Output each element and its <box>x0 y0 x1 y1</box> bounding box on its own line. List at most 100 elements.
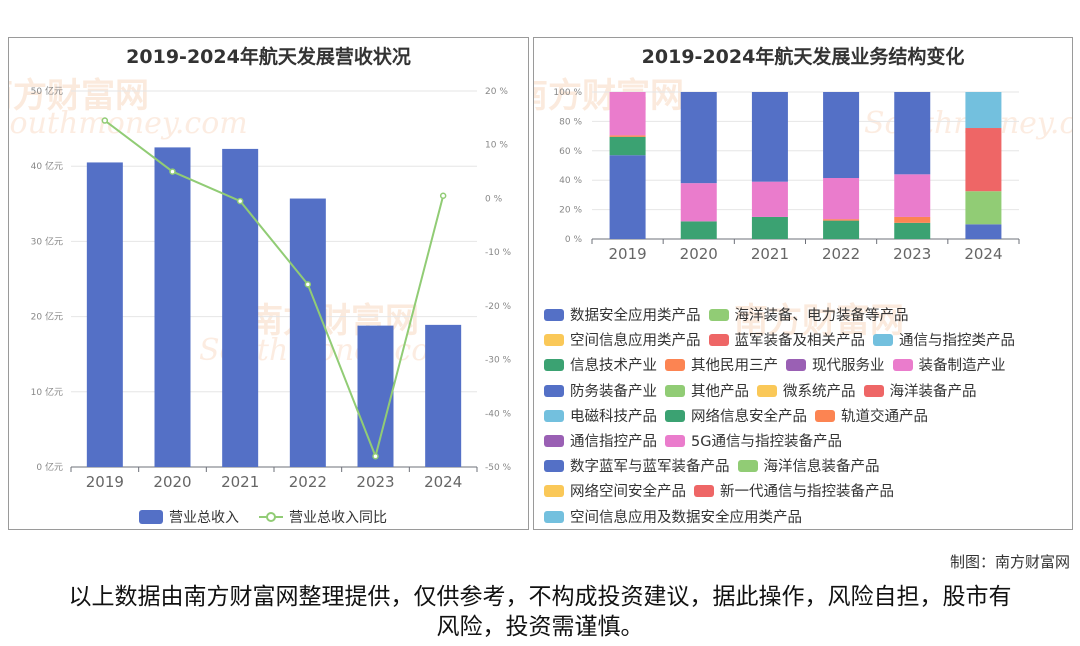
legend-item[interactable]: 海洋装备、电力装备等产品 <box>708 304 909 325</box>
legend-swatch <box>665 409 685 422</box>
legend-label: 装备制造产业 <box>918 358 1006 375</box>
stacked-bar-segment <box>823 220 860 239</box>
stacked-bar-segment <box>751 92 788 182</box>
legend-swatch <box>544 510 564 523</box>
watermark-text: 南方财富网 <box>534 76 684 116</box>
legend-label: 海洋装备产品 <box>889 383 977 400</box>
bar <box>357 325 394 467</box>
y2-tick-label: -50 % <box>485 463 512 473</box>
legend-row: 通信指控产品 5G通信与指控装备产品 <box>544 430 850 451</box>
stacked-bar-segment <box>609 155 646 239</box>
legend-item[interactable]: 其他民用三产 <box>665 354 778 375</box>
business-structure-chart-plot: 0 % 20 % 40 % 60 % 80 % 100 % 2019 2020 2021 2022… <box>553 88 1020 263</box>
stacked-bar-segment <box>680 221 717 239</box>
y-tick-label: 40 亿元 <box>31 160 63 172</box>
y2-tick-label: -10 % <box>485 248 512 258</box>
legend-item[interactable]: 现代服务业 <box>786 354 885 375</box>
x-tick-label: 2022 <box>289 473 327 491</box>
legend-swatch-point <box>266 512 276 522</box>
legend-row: 空间信息应用类产品 蓝军装备及相关产品 通信与指控类产品 <box>544 329 1023 350</box>
x-tick-label: 2020 <box>153 473 191 491</box>
stacked-bar-segment <box>823 92 860 178</box>
legend-item[interactable]: 新一代通信与指控装备产品 <box>694 480 894 501</box>
legend-swatch <box>544 409 564 422</box>
stacked-bar-segment <box>894 92 931 175</box>
y-tick-label: 60 % <box>559 147 582 157</box>
legend-swatch <box>737 460 758 473</box>
legend-item[interactable]: 防务装备产业 <box>544 380 657 401</box>
legend-swatch <box>694 485 714 498</box>
yoy-point <box>169 168 176 175</box>
legend-label: 海洋信息装备产品 <box>763 459 880 476</box>
legend-label: 轨道交通产品 <box>841 408 928 425</box>
chart-title: 2019-2024年航天发展营收状况 <box>126 46 411 68</box>
stacked-bar-segment <box>680 183 717 222</box>
legend-item[interactable]: 通信与指控类产品 <box>873 329 1015 350</box>
legend-item[interactable]: 信息技术产业 <box>544 354 657 375</box>
stacked-bar-segment <box>609 136 646 156</box>
stacked-bar-segment <box>823 219 860 221</box>
stacked-bar-segment <box>894 222 931 239</box>
legend-item[interactable]: 轨道交通产品 <box>815 405 928 426</box>
yoy-point <box>236 197 244 205</box>
legend-swatch <box>544 485 564 498</box>
legend-item[interactable]: 海洋信息装备产品 <box>737 455 880 476</box>
y-tick-label: 20 亿元 <box>31 311 63 323</box>
y-tick-label: 0 亿元 <box>36 461 63 473</box>
y2-tick-label: -20 % <box>485 302 512 312</box>
legend-swatch <box>665 384 685 397</box>
stacked-bar-segment <box>965 92 1002 129</box>
legend-item[interactable]: 装备制造产业 <box>892 354 1006 375</box>
legend-item[interactable]: 数字蓝军与蓝军装备产品 <box>544 455 730 476</box>
legend-label: 空间信息应用及数据安全应用类产品 <box>570 509 802 526</box>
y-tick-label: 40 % <box>559 176 582 186</box>
disclaimer-text: 以上数据由南方财富网整理提供，仅供参考，不构成投资建议，据此操作，风险自担，股市… <box>68 584 1012 640</box>
stacked-bar-segment <box>965 191 1002 225</box>
y-tick-label: 0 % <box>565 235 583 245</box>
legend-label: 蓝军装备及相关产品 <box>734 333 866 350</box>
legend-label: 网络信息安全产品 <box>691 408 807 425</box>
legend-item[interactable]: 空间信息应用及数据安全应用类产品 <box>544 506 802 527</box>
legend-row: 网络空间安全产品 新一代通信与指控装备产品 <box>544 480 902 501</box>
yoy-point <box>101 117 109 124</box>
legend-label: 防务装备产业 <box>570 383 657 400</box>
legend-item[interactable]: 蓝军装备及相关产品 <box>708 329 866 350</box>
y2-tick-label: 0 % <box>485 194 503 204</box>
legend-swatch <box>708 334 729 347</box>
legend-row: 信息技术产业 其他民用三产 现代服务业 装备制造产业 <box>544 354 1014 375</box>
legend-swatch <box>544 309 564 321</box>
legend-swatch <box>708 309 729 321</box>
legend-item[interactable]: 其他产品 <box>665 380 749 401</box>
stacked-bar-segment <box>609 92 646 136</box>
x-tick-label: 2021 <box>751 245 789 263</box>
x-tick-label: 2024 <box>964 245 1002 263</box>
legend-item[interactable]: 微系统产品 <box>757 380 856 401</box>
stacked-bar-segment <box>894 216 931 223</box>
yoy-point <box>439 192 447 199</box>
yoy-point <box>372 453 379 460</box>
legend-item[interactable]: 网络信息安全产品 <box>665 405 807 426</box>
legend-swatch <box>665 435 685 447</box>
legend-item[interactable]: 5G通信与指控装备产品 <box>665 430 842 451</box>
legend-label: 5G通信与指控装备产品 <box>691 434 842 450</box>
bar <box>154 147 191 467</box>
legend-item[interactable]: 海洋装备产品 <box>863 380 977 401</box>
x-tick-label: 2019 <box>86 473 124 491</box>
legend-label: 营业总收入 <box>169 510 239 526</box>
legend-item[interactable]: 通信指控产品 <box>544 430 657 451</box>
legend-item[interactable]: 空间信息应用类产品 <box>544 329 701 350</box>
legend-row: 数据安全应用类产品 海洋装备、电力装备等产品 <box>544 304 917 325</box>
legend-item[interactable]: 数据安全应用类产品 <box>544 304 701 325</box>
y-tick-label: 10 亿元 <box>31 386 63 398</box>
watermark-text: 南方财富网 <box>9 76 149 116</box>
legend-item[interactable]: 电磁科技产品 <box>544 405 657 426</box>
legend-item[interactable]: 网络空间安全产品 <box>544 480 686 501</box>
y-tick-label: 20 % <box>559 206 582 216</box>
legend-swatch <box>544 460 564 473</box>
stacked-bar-segment <box>965 224 1002 239</box>
y2-tick-label: -30 % <box>485 356 512 366</box>
bar <box>289 198 326 467</box>
y2-tick-label: 10 % <box>485 141 508 151</box>
legend-swatch <box>815 409 835 422</box>
y2-tick-label: 20 % <box>485 87 508 97</box>
